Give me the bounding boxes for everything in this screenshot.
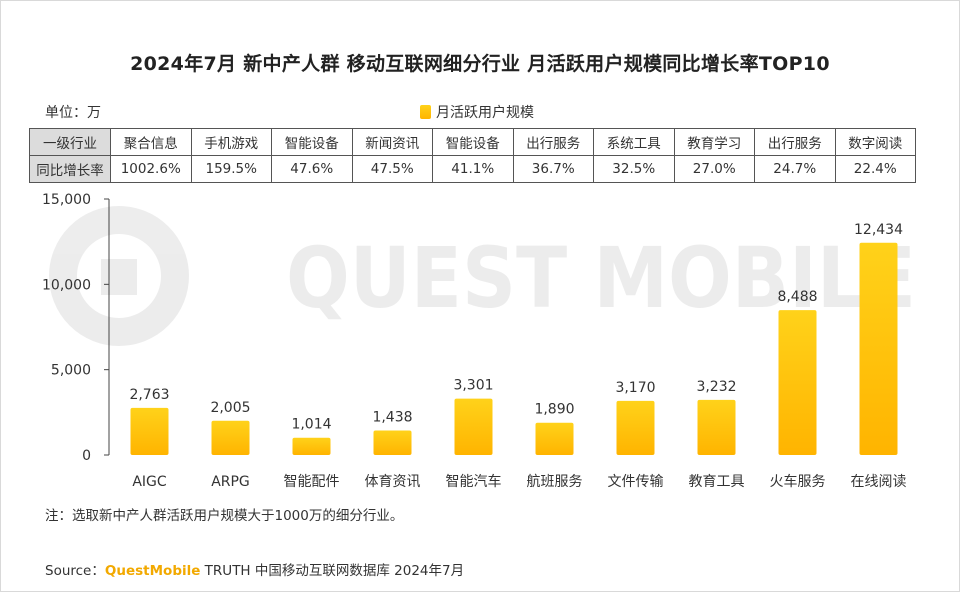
unit-label: 单位：万	[45, 105, 101, 121]
bar	[859, 242, 898, 455]
growth-cell: 47.5%	[351, 155, 433, 183]
bar	[778, 310, 817, 455]
bar-value-label: 1,014	[291, 417, 331, 433]
growth-cell: 1002.6%	[110, 155, 192, 183]
industry-row: 一级行业 聚合信息 手机游戏 智能设备 新闻资讯 智能设备 出行服务 系统工具 …	[29, 128, 916, 156]
bar	[211, 420, 250, 455]
bar-value-label: 12,434	[854, 222, 903, 238]
watermark-logo-ring	[49, 206, 189, 346]
bar-value-label: 3,301	[453, 378, 493, 394]
bar-value-label: 3,232	[696, 379, 736, 395]
growth-cell: 159.5%	[190, 155, 272, 183]
x-category-label: ARPG	[211, 474, 250, 490]
bar	[292, 437, 331, 455]
x-category-label: 智能配件	[284, 474, 340, 490]
industry-cell: 智能设备	[271, 128, 353, 156]
growth-cell: 22.4%	[834, 155, 916, 183]
bar-series: 2,763 2,005 1,014 1,438 3,301 1,890 3,170 3,232…	[129, 222, 903, 455]
bar	[130, 407, 169, 455]
bar	[616, 400, 655, 455]
industry-cell: 教育学习	[673, 128, 755, 156]
chart-title: 2024年7月 新中产人群 移动互联网细分行业 月活跃用户规模同比增长率TOP1…	[130, 53, 830, 75]
x-category-label: 火车服务	[770, 473, 826, 490]
source-brand: QuestMobile	[104, 563, 201, 579]
industry-cell: 出行服务	[512, 128, 594, 156]
x-category-label: 教育工具	[689, 474, 745, 490]
growth-row: 同比增长率 1002.6% 159.5% 47.6% 47.5% 41.1% 3…	[29, 155, 916, 183]
growth-cell: 32.5%	[593, 155, 675, 183]
legend: 月活跃用户规模	[420, 102, 534, 122]
bar-value-label: 1,438	[372, 409, 412, 425]
growth-row-header: 同比增长率	[29, 155, 111, 183]
watermark-text: QUEST MOBILE	[286, 229, 916, 327]
bar	[535, 422, 574, 455]
bar	[454, 398, 493, 455]
growth-cell: 24.7%	[754, 155, 836, 183]
industry-cell: 数字阅读	[834, 128, 916, 156]
y-axis: 0 5,000 10,000 15,000	[42, 192, 110, 464]
bar	[697, 399, 736, 455]
bar-value-label: 8,488	[777, 289, 817, 305]
bar-value-label: 2,763	[129, 387, 169, 403]
legend-label: 月活跃用户规模	[436, 105, 534, 121]
industry-cell: 聚合信息	[110, 128, 192, 156]
growth-cell: 27.0%	[673, 155, 755, 183]
industry-cell: 手机游戏	[190, 128, 272, 156]
y-tick-label: 0	[82, 448, 91, 464]
source-prefix: Source：	[45, 563, 105, 579]
x-category-label: 航班服务	[527, 474, 583, 490]
industry-row-header: 一级行业	[29, 128, 111, 156]
growth-rate-table: 一级行业 聚合信息 手机游戏 智能设备 新闻资讯 智能设备 出行服务 系统工具 …	[29, 128, 916, 183]
bar-value-label: 2,005	[210, 400, 250, 416]
industry-cell: 系统工具	[593, 128, 675, 156]
bar-value-label: 3,170	[615, 380, 655, 396]
y-tick-label: 15,000	[42, 192, 91, 208]
x-category-label: 体育资讯	[365, 474, 421, 490]
growth-cell: 47.6%	[271, 155, 353, 183]
x-category-label: 智能汽车	[446, 473, 502, 490]
industry-cell: 出行服务	[754, 128, 836, 156]
x-category-label: 在线阅读	[851, 473, 907, 490]
x-category-label: 文件传输	[608, 474, 664, 490]
industry-cell: 智能设备	[432, 128, 514, 156]
footnote: 注：选取新中产人群活跃用户规模大于1000万的细分行业。	[45, 508, 404, 524]
watermark-logo-notch	[101, 259, 137, 295]
y-tick-label: 5,000	[51, 363, 91, 379]
source-line: Source：QuestMobile TRUTH 中国移动互联网数据库 2024…	[45, 559, 464, 579]
source-suffix: TRUTH 中国移动互联网数据库 2024年7月	[200, 563, 465, 579]
x-axis: AIGC ARPG 智能配件 体育资讯 智能汽车 航班服务 文件传输 教育工具 火车服务 在线阅读	[132, 473, 906, 490]
legend-swatch	[420, 105, 431, 119]
x-category-label: AIGC	[132, 474, 167, 490]
industry-cell: 新闻资讯	[351, 128, 433, 156]
growth-cell: 36.7%	[512, 155, 594, 183]
bar	[373, 430, 412, 455]
bar-value-label: 1,890	[534, 402, 574, 418]
y-tick-label: 10,000	[42, 277, 91, 293]
growth-cell: 41.1%	[432, 155, 514, 183]
watermark: QUEST MOBILE	[49, 206, 916, 346]
